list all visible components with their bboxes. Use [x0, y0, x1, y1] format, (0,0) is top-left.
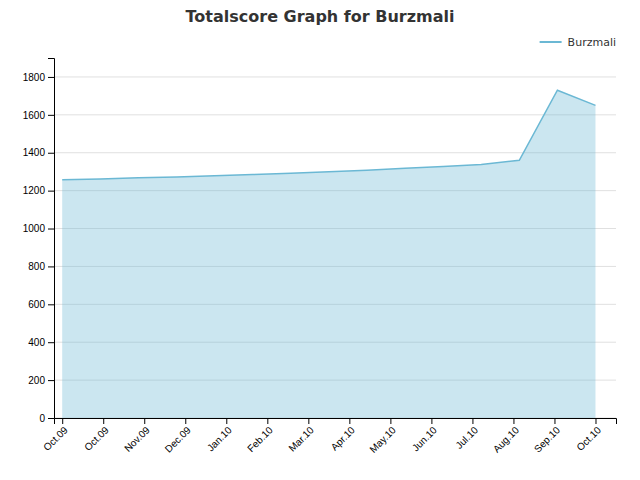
- tick-mark: [472, 418, 473, 424]
- tick-label: Jan.10: [205, 424, 234, 453]
- tick-mark: [226, 418, 227, 424]
- y-axis: 0 200 400 600 800 1000 1200 1400 1600 1800: [23, 59, 55, 424]
- tick-label: 1600: [23, 110, 46, 121]
- grid-line: [54, 76, 616, 77]
- tick: Dec.09: [163, 418, 193, 455]
- axis-line: [48, 59, 55, 419]
- legend-label: Burzmali: [568, 36, 616, 49]
- tick: Feb.10: [245, 418, 275, 454]
- tick: 1800: [23, 72, 54, 83]
- tick-mark: [48, 266, 54, 267]
- tick: Aug.10: [491, 418, 521, 455]
- tick-label: 1800: [23, 72, 46, 83]
- legend: Burzmali: [540, 36, 616, 49]
- tick: Jul.10: [453, 418, 480, 451]
- tick: 400: [28, 337, 54, 348]
- tick-mark: [48, 191, 54, 192]
- tick-mark: [62, 418, 63, 424]
- tick-label: Aug.10: [491, 424, 521, 454]
- tick-mark: [431, 418, 432, 424]
- tick-label: 1000: [23, 223, 46, 234]
- area: [62, 90, 595, 418]
- tick-mark: [48, 418, 54, 419]
- tick-mark: [48, 77, 54, 78]
- tick-mark: [48, 380, 54, 381]
- tick-mark: [185, 418, 186, 424]
- tick-label: Nov.09: [122, 424, 152, 454]
- tick-mark: [390, 418, 391, 424]
- tick: Oct.10: [574, 418, 603, 453]
- tick-mark: [349, 418, 350, 424]
- tick-mark: [48, 342, 54, 343]
- tick: Oct.09: [82, 418, 111, 453]
- tick: Apr.10: [329, 418, 358, 453]
- tick-mark: [595, 418, 596, 424]
- tick-mark: [103, 418, 104, 424]
- tick-label: Feb.10: [245, 424, 275, 454]
- tick: 600: [28, 299, 54, 310]
- tick-label: 400: [28, 337, 45, 348]
- tick-mark: [48, 304, 54, 305]
- tick: 1400: [23, 147, 54, 158]
- plot: 020040060080010001200140016001800Oct.09O…: [23, 59, 617, 455]
- tick-mark: [48, 115, 54, 116]
- tick-mark: [48, 153, 54, 154]
- tick-label: 1200: [23, 185, 46, 196]
- tick-label: May.10: [368, 424, 399, 455]
- tick: Jan.10: [205, 418, 234, 453]
- tick-label: Oct.10: [574, 424, 603, 453]
- tick: 1000: [23, 223, 54, 234]
- tick-label: 600: [28, 299, 45, 310]
- tick-label: 0: [39, 413, 45, 424]
- grid: [54, 77, 616, 418]
- tick-mark: [554, 418, 555, 424]
- tick-mark: [48, 229, 54, 230]
- tick-label: 1400: [23, 147, 46, 158]
- tick: 0: [39, 413, 54, 424]
- tick-mark: [267, 418, 268, 424]
- tick-label: 800: [28, 261, 45, 272]
- tick: 1200: [23, 185, 54, 196]
- tick-label: Oct.09: [41, 424, 70, 453]
- legend-swatch: [540, 41, 562, 43]
- tick-label: Apr.10: [329, 424, 358, 453]
- grid-line: [54, 114, 616, 115]
- tick-label: 200: [28, 375, 45, 386]
- tick: 800: [28, 261, 54, 272]
- tick: Jun.10: [410, 418, 439, 453]
- tick: 200: [28, 375, 54, 386]
- tick-mark: [308, 418, 309, 424]
- tick-label: Mar.10: [287, 424, 317, 454]
- axis-line: [55, 419, 617, 425]
- tick-label: Sep.10: [532, 424, 562, 454]
- legend-item: Burzmali: [540, 36, 616, 49]
- tick: Sep.10: [532, 418, 562, 455]
- tick: May.10: [368, 418, 399, 455]
- tick: 1600: [23, 110, 54, 121]
- title: Totalscore Graph for Burzmali: [186, 7, 455, 26]
- tick-mark: [144, 418, 145, 424]
- tick: Mar.10: [287, 418, 317, 454]
- tick-label: Jul.10: [453, 424, 480, 451]
- tick: Oct.09: [41, 418, 70, 453]
- x-axis: Oct.09 Oct.09 Nov.09 Dec.09 Jan.10 Feb.10 Mar.…: [41, 418, 616, 455]
- tick-label: Oct.09: [82, 424, 111, 453]
- marks: [62, 90, 595, 418]
- chart: 020040060080010001200140016001800Oct.09O…: [0, 0, 640, 480]
- tick-label: Jun.10: [410, 424, 439, 453]
- tick-mark: [513, 418, 514, 424]
- tick-label: Dec.09: [163, 424, 193, 454]
- line: [62, 90, 595, 179]
- tick: Nov.09: [122, 418, 152, 454]
